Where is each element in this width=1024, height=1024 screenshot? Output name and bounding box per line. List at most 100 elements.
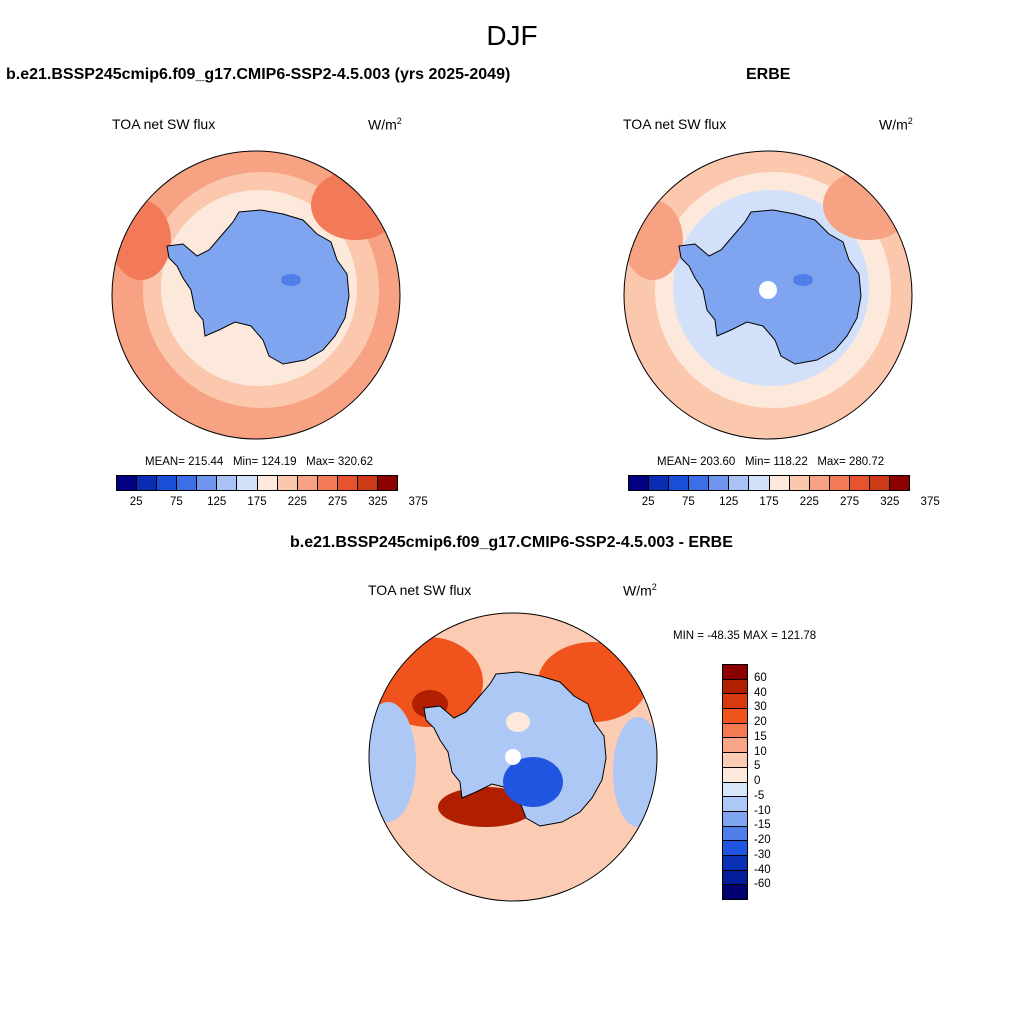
colorbar-swatch (723, 841, 747, 856)
colorbar-swatch (723, 811, 747, 827)
colorbar-swatch (729, 476, 750, 490)
colorbar-swatch (869, 476, 891, 490)
colorbar-swatch (723, 723, 747, 739)
ice-sheet-low (281, 274, 301, 286)
colorbar-tick-label: 25 (641, 496, 655, 508)
colorbar-swatch (749, 476, 770, 490)
colorbar-tick-label: 275 (839, 496, 860, 508)
obs-stats: MEAN= 203.60 Min= 118.22 Max= 280.72 (657, 456, 885, 468)
colorbar-swatch (669, 476, 690, 490)
colorbar-tick-label: 175 (247, 496, 267, 508)
model-stats: MEAN= 215.44 Min= 124.19 Max= 320.62 (145, 456, 374, 468)
colorbar-swatch (723, 738, 747, 754)
colorbar-swatch (257, 476, 278, 490)
colorbar-swatch (277, 476, 298, 490)
model-colorbar-ticks: 25 75 125 175 225 275 325 375 (116, 496, 428, 512)
model-colorbar (116, 475, 398, 491)
colorbar-tick-label: 375 (920, 496, 940, 508)
colorbar-tick-label: 10 (754, 745, 767, 758)
colorbar-swatch (849, 476, 870, 490)
colorbar-tick-label: 75 (682, 496, 695, 508)
figure-title: DJF (486, 20, 538, 51)
colorbar-swatch (723, 709, 747, 724)
colorbar-tick-label: -20 (754, 834, 771, 846)
obs-variable-label: TOA net SW flux (623, 116, 727, 132)
colorbar-tick-label: 125 (719, 496, 739, 508)
colorbar-tick-label: 225 (799, 496, 819, 508)
colorbar-swatch (809, 476, 830, 490)
colorbar-swatch (890, 476, 910, 490)
colorbar-swatch (709, 476, 730, 490)
model-variable-label: TOA net SW flux (112, 116, 216, 132)
colorbar-swatch (197, 476, 218, 490)
high-flux-region (823, 170, 912, 240)
obs-panel-title: ERBE (746, 66, 791, 83)
colorbar-tick-label: 15 (754, 730, 767, 743)
colorbar-tick-label: 20 (754, 716, 767, 728)
colorbar-swatch (723, 767, 747, 783)
colorbar-swatch (723, 753, 747, 768)
colorbar-swatch (723, 826, 747, 842)
diff-minmax: MIN = -48.35 MAX = 121.78 (673, 630, 817, 642)
colorbar-tick-label: 325 (880, 496, 900, 508)
colorbar-swatch (297, 476, 318, 490)
colorbar-swatch (723, 679, 747, 695)
colorbar-tick-label: -60 (754, 878, 771, 891)
high-flux-region (112, 200, 171, 280)
obs-units-label: W/m2 (879, 116, 913, 133)
colorbar-swatch (723, 855, 747, 871)
map-boundary (368, 612, 658, 902)
colorbar-swatch (317, 476, 338, 490)
colorbar-tick-label: -10 (754, 804, 771, 817)
diff-colorbar-ticks: 60 40 30 20 15 10 5 0 -5 -10 -15 -20 -30 -40 -60 (754, 664, 794, 900)
missing-data-hole (505, 749, 521, 765)
map-boundary (111, 150, 401, 440)
colorbar-tick-label: 5 (754, 760, 761, 773)
colorbar-tick-label: 75 (170, 496, 183, 508)
colorbar-swatch (723, 782, 747, 798)
colorbar-swatch (723, 665, 747, 680)
colorbar-tick-label: 0 (754, 775, 761, 787)
ice-sheet-low (793, 274, 813, 286)
colorbar-swatch (723, 870, 747, 886)
model-polar-map (111, 150, 401, 440)
negative-anomaly (369, 702, 416, 822)
colorbar-swatch (337, 476, 358, 490)
colorbar-tick-label: 60 (754, 671, 767, 684)
colorbar-swatch (629, 476, 650, 490)
colorbar-tick-label: 325 (368, 496, 388, 508)
colorbar-swatch (689, 476, 710, 490)
antarctica-outline (166, 209, 350, 365)
colorbar-tick-label: 125 (207, 496, 227, 508)
colorbar-swatch (723, 694, 747, 710)
colorbar-swatch (237, 476, 258, 490)
colorbar-tick-label: -40 (754, 863, 771, 876)
colorbar-swatch (829, 476, 850, 490)
colorbar-swatch (357, 476, 379, 490)
diff-polar-map (368, 612, 658, 902)
colorbar-tick-label: 375 (408, 496, 428, 508)
colorbar-swatch (649, 476, 670, 490)
colorbar-swatch (137, 476, 158, 490)
colorbar-swatch (157, 476, 178, 490)
colorbar-tick-label: 40 (754, 686, 767, 699)
diff-panel-title: b.e21.BSSP245cmip6.f09_g17.CMIP6-SSP2-4.… (290, 534, 733, 551)
colorbar-tick-label: 225 (287, 496, 307, 508)
missing-data-hole (759, 281, 777, 299)
colorbar-tick-label: 275 (327, 496, 348, 508)
colorbar-swatch (723, 797, 747, 812)
colorbar-tick-label: 175 (759, 496, 779, 508)
model-units-label: W/m2 (368, 116, 402, 133)
map-boundary (623, 150, 913, 440)
diff-colorbar (722, 664, 748, 900)
negative-anomaly-strong (503, 757, 563, 807)
colorbar-swatch (769, 476, 790, 490)
colorbar-swatch (378, 476, 398, 490)
colorbar-swatch (117, 476, 138, 490)
colorbar-swatch (789, 476, 810, 490)
colorbar-tick-label: -15 (754, 819, 771, 832)
obs-colorbar (628, 475, 910, 491)
high-flux-region (311, 170, 400, 240)
obs-polar-map (623, 150, 913, 440)
colorbar-tick-label: 25 (129, 496, 143, 508)
